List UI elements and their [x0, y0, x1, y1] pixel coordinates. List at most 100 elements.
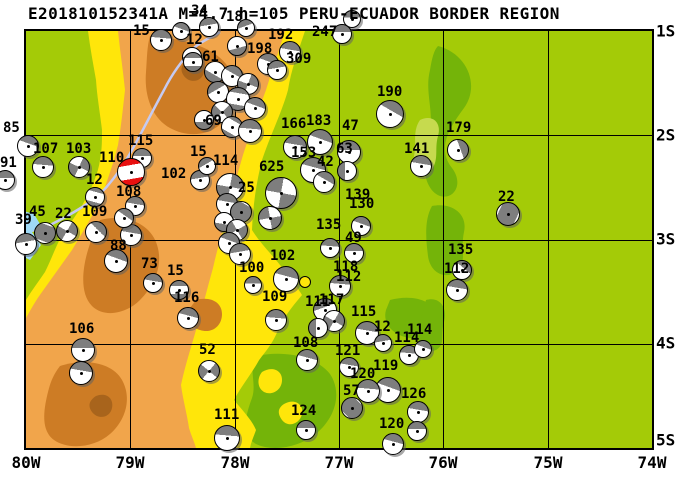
focal-mechanism-ball — [183, 52, 203, 72]
depth-label: 12 — [374, 319, 391, 335]
focal-mechanism-ball — [355, 321, 379, 345]
depth-label: 111 — [305, 294, 331, 310]
lon-tick-label: 77W — [324, 453, 354, 472]
lon-tick-label: 75W — [533, 453, 563, 472]
focal-mechanism-ball — [329, 275, 351, 297]
depth-label: 117 — [319, 292, 345, 308]
depth-label: 100 — [239, 260, 265, 276]
focal-mechanism-ball — [279, 41, 301, 63]
depth-label: 108 — [116, 184, 142, 200]
focal-mechanism-ball — [414, 340, 432, 358]
depth-label: 91 — [0, 155, 17, 171]
depth-label: 63 — [336, 141, 353, 157]
depth-label: 22 — [498, 189, 515, 205]
depth-label: 116 — [174, 290, 200, 306]
focal-mechanism-ball — [382, 433, 404, 455]
grid-line-parallel — [26, 135, 652, 137]
depth-label: 124 — [291, 403, 317, 419]
focal-mechanism-ball — [227, 36, 247, 56]
depth-label: 22 — [55, 206, 72, 222]
focal-mechanism-ball — [407, 401, 429, 423]
depth-label: 166 — [281, 116, 307, 132]
depth-label: 135 — [316, 217, 342, 233]
depth-label: 130 — [349, 196, 375, 212]
focal-mechanism-ball — [283, 135, 307, 159]
focal-mechanism-ball — [85, 221, 107, 243]
focal-mechanism-ball — [344, 243, 364, 263]
focal-mechanism-ball — [320, 238, 340, 258]
depth-label: 57 — [343, 383, 360, 399]
focal-mechanism-ball — [56, 220, 78, 242]
focal-mechanism-ball — [237, 19, 255, 37]
focal-mechanism-ball — [374, 334, 392, 352]
depth-label: 192 — [268, 27, 294, 43]
depth-label: 625 — [259, 159, 285, 175]
lat-tick-label: 5S — [656, 430, 676, 450]
focal-mechanism-ball — [343, 10, 361, 28]
focal-mechanism-ball — [447, 139, 469, 161]
grid-line-parallel — [26, 343, 652, 345]
depth-label: 15 — [133, 23, 150, 39]
forest-patch — [417, 299, 446, 352]
focal-mechanism-ball — [407, 421, 427, 441]
depth-label: 103 — [66, 141, 92, 157]
focal-mechanism-ball — [339, 357, 359, 377]
focal-mechanism-ball — [198, 360, 220, 382]
depth-label: 52 — [199, 342, 216, 358]
depth-label: 45 — [29, 204, 46, 220]
focal-mechanism-ball — [199, 17, 219, 37]
focal-mechanism-ball — [337, 140, 361, 164]
depth-label: 112 — [444, 261, 470, 277]
depth-label: 247 — [312, 24, 338, 40]
focal-mechanism-ball — [172, 22, 190, 40]
depth-label: 18 — [226, 9, 243, 25]
lon-tick-label: 80W — [11, 453, 41, 472]
focal-mechanism-ball — [265, 177, 297, 209]
depth-label: 47 — [342, 118, 359, 134]
depth-label: 126 — [401, 386, 427, 402]
focal-mechanism-ball — [376, 100, 404, 128]
lat-tick-label: 3S — [656, 229, 676, 249]
depth-label: 141 — [404, 141, 430, 157]
focal-mechanism-ball — [244, 276, 262, 294]
focal-mechanism-ball — [230, 201, 252, 223]
depth-label: 179 — [446, 120, 472, 136]
depth-label: 115 — [351, 304, 377, 320]
focal-mechanism-ball — [198, 157, 216, 175]
depth-label: 88 — [110, 238, 127, 254]
lat-tick-label: 2S — [656, 125, 676, 145]
focal-mechanism-highlighted — [117, 158, 145, 186]
grid-line-parallel — [26, 239, 652, 241]
depth-label: 119 — [373, 358, 399, 374]
focal-mechanism-ball — [114, 208, 134, 228]
focal-mechanism-ball — [150, 29, 172, 51]
focal-mechanism-ball — [143, 273, 163, 293]
lat-tick-label: 4S — [656, 333, 676, 353]
depth-label: 114 — [213, 153, 239, 169]
focal-mechanism-ball — [313, 171, 335, 193]
focal-mechanism-ball — [229, 243, 251, 265]
focal-mechanism-ball — [169, 280, 189, 300]
depth-label: 198 — [247, 41, 273, 57]
depth-label: 25 — [238, 180, 255, 196]
focal-mechanism-ball — [34, 222, 56, 244]
deep-brown-spot — [89, 394, 113, 417]
depth-label: 15 — [190, 144, 207, 160]
focal-mechanism-ball — [341, 397, 363, 419]
focal-mechanism-ball — [71, 338, 95, 362]
focal-mechanism-ball — [308, 318, 328, 338]
depth-label: 15 — [167, 263, 184, 279]
depth-label: 120 — [379, 416, 405, 432]
focal-mechanism-ball — [296, 420, 316, 440]
depth-label: 112 — [336, 269, 362, 285]
depth-label: 109 — [262, 289, 288, 305]
focal-mechanism-ball — [177, 307, 199, 329]
focal-mechanism-ball — [214, 425, 240, 451]
focal-mechanism-ball — [17, 135, 39, 157]
depth-label: 115 — [128, 133, 154, 149]
yellow-islet — [278, 401, 303, 425]
focal-mechanism-ball — [85, 187, 105, 207]
depth-label: 49 — [345, 230, 362, 246]
depth-label: 121 — [335, 343, 361, 359]
